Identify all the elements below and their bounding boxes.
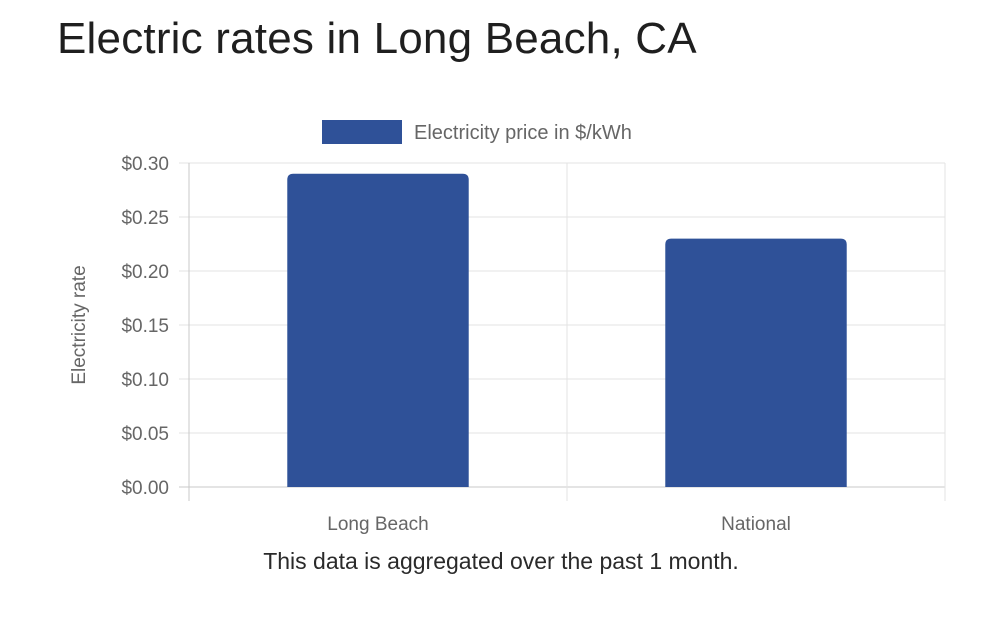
chart-legend[interactable]: Electricity price in $/kWh — [322, 120, 632, 144]
y-axis-title: Electricity rate — [69, 265, 90, 384]
y-tick-label: $0.05 — [121, 424, 169, 445]
data-caption: This data is aggregated over the past 1 … — [263, 548, 739, 574]
y-tick-label: $0.25 — [121, 208, 169, 229]
legend-label[interactable]: Electricity price in $/kWh — [414, 122, 632, 144]
bar — [287, 173, 469, 488]
y-axis-ticks: $0.00 $0.05 $0.10 $0.15 $0.20 $0.25 $0.30 — [121, 154, 169, 499]
x-tick-label: National — [721, 514, 791, 535]
y-tick-label: $0.20 — [121, 262, 169, 283]
x-tick-label: Long Beach — [327, 514, 428, 535]
y-tick-label: $0.00 — [121, 478, 169, 499]
legend-swatch[interactable] — [322, 120, 402, 144]
y-tick-label: $0.15 — [121, 316, 169, 337]
page-title: Electric rates in Long Beach, CA — [57, 14, 697, 63]
x-axis-ticks: Long Beach National — [327, 514, 791, 535]
y-tick-label: $0.30 — [121, 154, 169, 175]
bars — [287, 173, 847, 488]
y-tick-label: $0.10 — [121, 370, 169, 391]
bar-chart: $0.00 $0.05 $0.10 $0.15 $0.20 $0.25 $0.30 Long… — [69, 120, 946, 535]
bar — [665, 238, 847, 487]
